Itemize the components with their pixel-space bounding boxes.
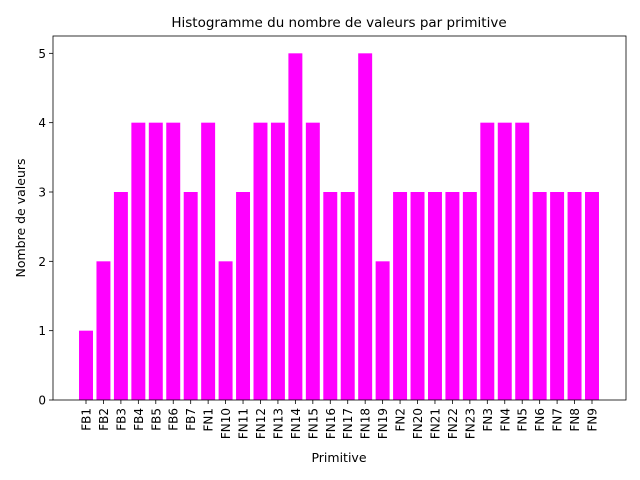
bar-fn18 — [358, 53, 373, 400]
x-tick-label: FB2 — [97, 408, 111, 431]
bar-fn22 — [445, 192, 460, 400]
bar-fn12 — [253, 122, 268, 401]
bar-fn11 — [236, 192, 251, 400]
x-tick-label: FN22 — [446, 408, 460, 439]
y-tick-label: 1 — [38, 324, 46, 338]
bar-fn3 — [480, 122, 495, 401]
x-tick-label: FN5 — [516, 408, 530, 432]
x-tick-label: FN10 — [219, 408, 233, 439]
bar-fn8 — [567, 192, 582, 400]
x-tick-label: FN17 — [341, 408, 355, 439]
bar-fn13 — [270, 122, 285, 401]
x-tick-label: FN15 — [306, 408, 320, 439]
x-tick-label: FB3 — [114, 408, 128, 431]
y-tick-label: 4 — [38, 116, 46, 130]
x-tick-label: FN9 — [586, 408, 600, 432]
bar-fb1 — [79, 330, 93, 400]
bar-fn14 — [288, 53, 303, 400]
y-tick-label: 0 — [38, 394, 46, 408]
x-tick-label: FN6 — [533, 408, 547, 432]
bar-fn20 — [410, 192, 425, 400]
plot-frame — [52, 35, 627, 401]
x-tick-label: FN4 — [498, 408, 512, 432]
bar-fn1 — [201, 122, 216, 401]
x-tick-label: FN12 — [254, 408, 268, 439]
bar-fn15 — [305, 122, 320, 401]
y-axis-ticks: 0 1 2 3 4 5 — [38, 47, 53, 408]
bar-fn6 — [532, 192, 547, 400]
bar-fb4 — [131, 122, 146, 401]
x-tick-label: FB5 — [149, 408, 163, 431]
x-tick-label: FN11 — [237, 408, 251, 439]
x-tick-label: FN14 — [289, 408, 303, 439]
x-tick-label: FN16 — [324, 408, 338, 439]
bar-fn2 — [393, 192, 408, 400]
bar-fn5 — [515, 122, 530, 401]
bar-fn23 — [462, 192, 477, 400]
y-axis-label: Nombre de valeurs — [13, 158, 28, 277]
y-tick-label: 3 — [38, 186, 46, 200]
x-tick-label: FB1 — [80, 408, 94, 431]
bar-fn9 — [585, 192, 599, 400]
x-tick-label: FN23 — [463, 408, 477, 439]
x-tick-label: FB4 — [132, 408, 146, 431]
bar-fn4 — [497, 122, 512, 401]
bar-fn16 — [323, 192, 338, 400]
bar-fb3 — [113, 192, 128, 400]
bar-fb5 — [148, 122, 163, 401]
x-tick-label: FN1 — [202, 408, 216, 432]
bar-fb7 — [183, 192, 198, 400]
bar-fn17 — [340, 192, 355, 400]
bars-group — [79, 53, 599, 401]
x-tick-label: FN2 — [394, 408, 408, 432]
x-tick-label: FN7 — [551, 408, 565, 432]
chart-title: Histogramme du nombre de valeurs par pri… — [171, 15, 506, 31]
bar-fb2 — [96, 261, 111, 400]
x-tick-label: FN3 — [481, 408, 495, 432]
x-axis-label: Primitive — [311, 450, 366, 465]
bar-fn21 — [427, 192, 442, 400]
bar-fn10 — [218, 261, 233, 400]
x-tick-label: FN18 — [359, 408, 373, 439]
x-tick-label: FB6 — [167, 408, 181, 431]
bar-fn7 — [550, 192, 565, 400]
x-tick-label: FB7 — [184, 408, 198, 431]
y-tick-label: 5 — [38, 47, 46, 61]
x-tick-label: FN19 — [376, 408, 390, 439]
x-axis-ticks: FB1 FB2 FB3 FB4 FB5 FB6 FB7 FN1 FN10 FN11 FN12 FN13… — [80, 400, 600, 439]
y-tick-label: 2 — [38, 255, 46, 269]
x-tick-label: FN13 — [271, 408, 285, 439]
x-tick-label: FN20 — [411, 408, 425, 439]
x-tick-label: FN21 — [428, 408, 442, 439]
x-tick-label: FN8 — [568, 408, 582, 432]
bar-fn19 — [375, 261, 390, 400]
bar-fb6 — [166, 122, 181, 401]
